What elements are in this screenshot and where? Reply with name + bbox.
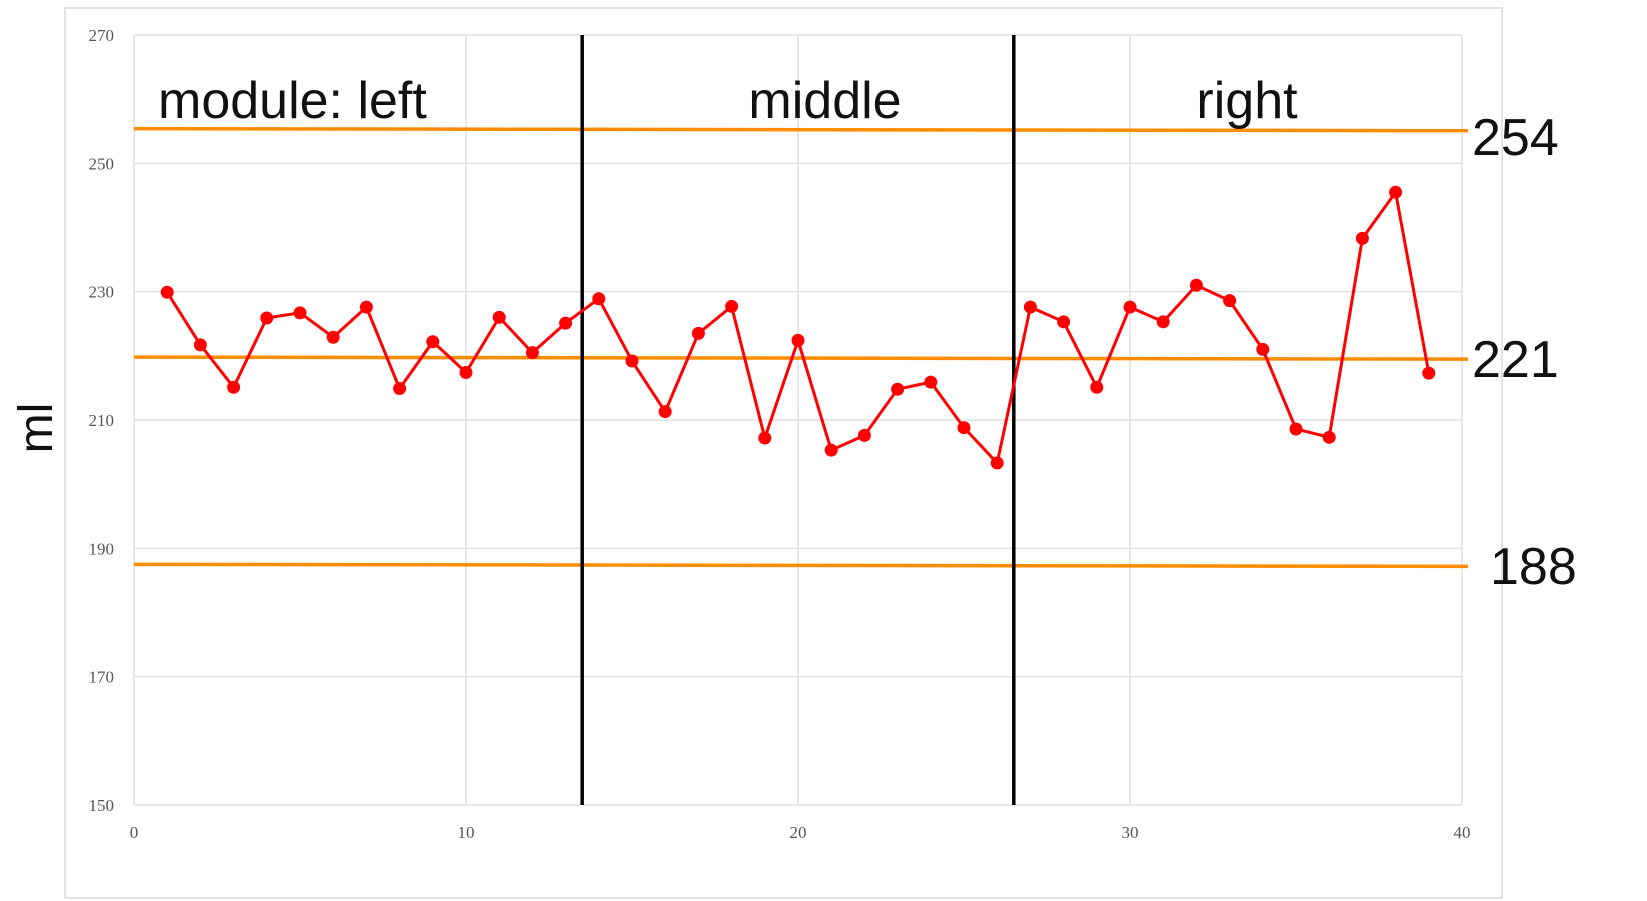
x-tick-label: 30: [1122, 823, 1139, 842]
data-point: [1289, 422, 1303, 436]
data-point: [1023, 300, 1037, 314]
data-point: [824, 443, 838, 457]
y-tick-label: 250: [89, 154, 115, 173]
region-dividers: [580, 35, 1016, 805]
series: [160, 185, 1436, 470]
data-point: [791, 333, 805, 347]
y-tick-label: 170: [89, 668, 115, 687]
data-point: [359, 300, 373, 314]
annotations: module: left middle right 254 221 188 ml: [10, 72, 1577, 596]
x-tick-label: 40: [1454, 823, 1471, 842]
limit-label-center: 221: [1472, 331, 1559, 389]
data-point: [592, 292, 606, 306]
data-point: [1223, 294, 1237, 308]
limit-line-221: [133, 355, 1469, 361]
data-point: [891, 382, 905, 396]
data-point: [293, 306, 307, 320]
y-axis-label: ml: [10, 403, 63, 454]
data-point: [924, 375, 938, 389]
grid: [133, 34, 1463, 806]
data-point: [1422, 366, 1436, 380]
tick-labels: 0 10 20 30 40 150 170 190 210 230 250 270: [89, 26, 1471, 842]
limit-lines: [133, 126, 1469, 569]
data-point: [260, 311, 274, 325]
data-point: [758, 431, 772, 445]
region-label-middle: middle: [748, 72, 901, 130]
x-tick-label: 0: [130, 823, 139, 842]
data-point: [1355, 231, 1369, 245]
chart-frame: [64, 7, 1503, 899]
region-label-right: right: [1196, 72, 1298, 130]
data-point: [525, 346, 539, 360]
data-point: [459, 366, 473, 380]
limit-line-254: [133, 126, 1469, 133]
data-point: [1189, 278, 1203, 292]
x-tick-label: 20: [790, 823, 807, 842]
data-point: [990, 456, 1004, 470]
data-point: [725, 299, 739, 313]
limit-label-lower: 188: [1490, 538, 1577, 596]
region-label-left: module: left: [158, 72, 427, 130]
data-point: [1156, 315, 1170, 329]
data-point: [559, 316, 573, 330]
data-point: [1322, 430, 1336, 444]
data-point: [658, 405, 672, 419]
y-tick-label: 230: [89, 283, 115, 302]
data-point: [193, 338, 207, 352]
x-tick-label: 10: [458, 823, 475, 842]
data-point: [1389, 185, 1403, 199]
data-point: [1123, 300, 1137, 314]
data-point: [227, 380, 241, 394]
y-tick-label: 150: [89, 796, 115, 815]
data-point: [625, 354, 639, 368]
data-point: [1057, 315, 1071, 329]
data-point: [426, 335, 440, 349]
data-point: [1090, 380, 1104, 394]
data-point: [492, 310, 506, 324]
y-tick-label: 270: [89, 26, 115, 45]
data-point: [326, 330, 340, 344]
data-point: [691, 326, 705, 340]
limit-label-upper: 254: [1472, 109, 1559, 167]
limit-line-188: [133, 562, 1469, 569]
data-point: [857, 428, 871, 442]
y-tick-label: 190: [89, 539, 115, 558]
data-point: [957, 421, 971, 435]
y-tick-label: 210: [89, 411, 115, 430]
data-point: [393, 382, 407, 396]
data-point: [1256, 342, 1270, 356]
data-point: [160, 285, 174, 299]
